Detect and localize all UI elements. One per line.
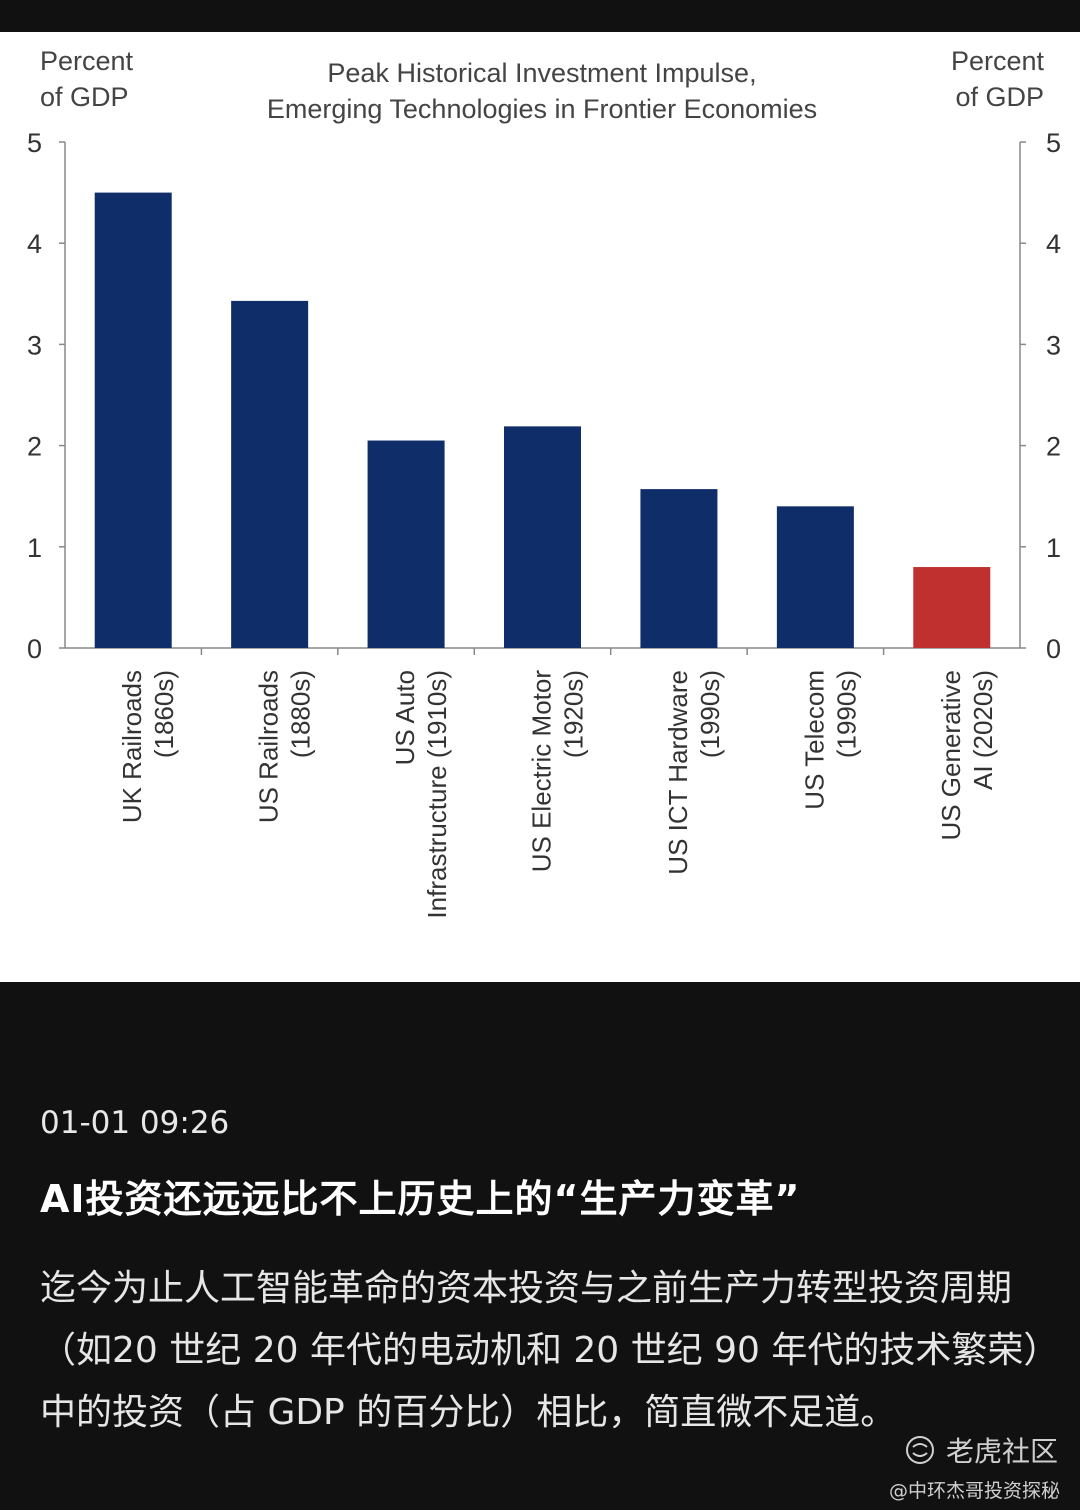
post-body: 迄今为止人工智能革命的资本投资与之前生产力转型投资周期（如20 世纪 20 年代… (40, 1268, 1042, 1433)
bar (776, 506, 854, 648)
y-tick-label-left: 1 (27, 533, 42, 563)
x-category-label: US GenerativeAI (2020s) (936, 670, 998, 841)
x-category-label: US Railroads(1880s) (254, 670, 316, 823)
watermark-author: @中环杰哥投资探秘 (888, 1480, 1060, 1502)
x-category-label-line: US Telecom (799, 670, 829, 810)
x-category-label-line: US ICT Hardware (663, 670, 693, 875)
x-category-label-line: (1990s) (695, 670, 725, 758)
x-category-label-line: US Generative (936, 670, 966, 841)
x-category-label-line: (1990s) (831, 670, 861, 758)
watermark-logo: 老虎社区 (904, 1430, 1058, 1470)
x-category-label: US Electric Motor(1920s) (527, 670, 589, 873)
x-category-label: UK Railroads(1860s) (117, 670, 179, 823)
top-status-band (0, 0, 1080, 32)
post-timestamp: 01-01 09:26 (40, 1105, 230, 1141)
x-category-label-line: US Auto (390, 670, 420, 765)
x-category-label-line: (1860s) (149, 670, 179, 758)
x-category-label-line: Infrastructure (1910s) (422, 670, 452, 919)
x-category-label-line: AI (2020s) (968, 670, 998, 790)
bar (367, 440, 445, 648)
y-tick-label-left: 0 (27, 634, 42, 664)
tiger-logo-icon (905, 1436, 934, 1464)
chart-title: Emerging Technologies in Frontier Econom… (267, 94, 817, 124)
watermark-community: 老虎社区 (945, 1435, 1058, 1468)
bar (640, 489, 718, 648)
y-axis-label-left: of GDP (40, 82, 129, 112)
x-category-label-line: US Electric Motor (527, 670, 557, 873)
bar-chart: 0 0 1 1 2 2 3 3 4 4 5 5 UK Railroads(1860s) US Railro… (27, 46, 1061, 919)
y-tick-label-right: 3 (1046, 330, 1061, 360)
bar (913, 567, 991, 648)
bar (504, 426, 581, 648)
post-title[interactable]: AI投资还远远比不上历史上的“生产力变革” (40, 1177, 801, 1221)
bar (94, 192, 172, 648)
chart-panel: 0 0 1 1 2 2 3 3 4 4 5 5 UK Railroads(1860s) US Railro… (0, 32, 1080, 982)
y-axis-label-right: Percent (951, 46, 1045, 76)
y-tick-label-right: 0 (1046, 634, 1061, 664)
x-category-label-line: (1880s) (286, 670, 316, 758)
y-tick-label-left: 2 (27, 432, 42, 462)
x-category-label-line: US Railroads (254, 670, 284, 823)
y-tick-label-right: 5 (1046, 128, 1061, 158)
x-category-label: US AutoInfrastructure (1910s) (390, 670, 452, 919)
y-axis-label-right: of GDP (955, 82, 1044, 112)
chart-title: Peak Historical Investment Impulse, (327, 58, 756, 88)
x-category-label: US ICT Hardware(1990s) (663, 670, 725, 875)
y-tick-label-right: 2 (1046, 432, 1061, 462)
y-tick-label-left: 5 (27, 128, 42, 158)
y-tick-label-left: 3 (27, 330, 42, 360)
y-tick-label-left: 4 (27, 229, 42, 259)
y-axis-label-left: Percent (40, 46, 134, 76)
x-category-label-line: UK Railroads (117, 670, 147, 823)
bar (231, 300, 309, 648)
y-tick-label-right: 4 (1046, 229, 1061, 259)
y-tick-label-right: 1 (1046, 533, 1061, 563)
x-category-label: US Telecom(1990s) (799, 670, 861, 810)
x-category-label-line: (1920s) (559, 670, 589, 758)
